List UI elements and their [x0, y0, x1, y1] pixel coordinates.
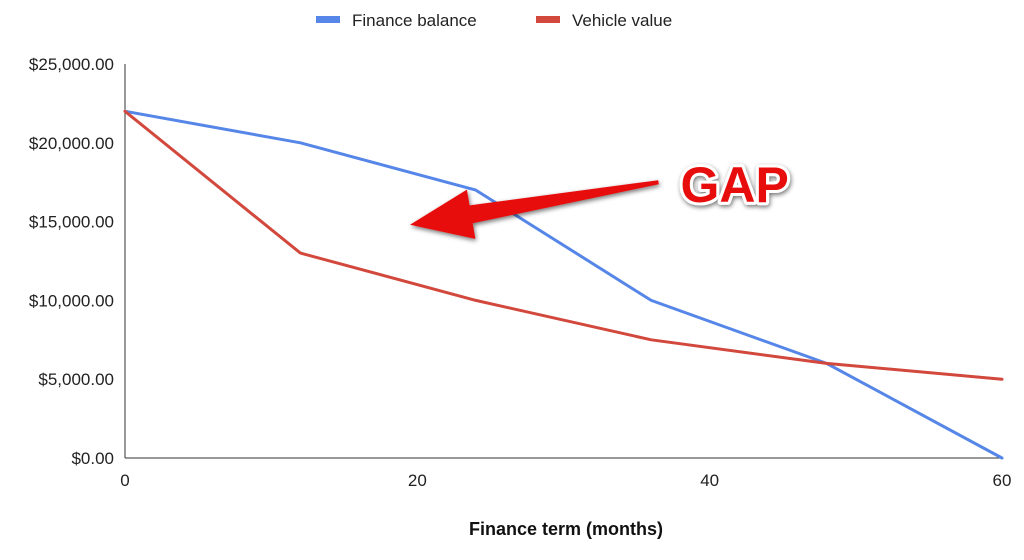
y-tick-label: $25,000.00	[29, 55, 114, 74]
gap-arrow	[410, 180, 659, 239]
x-tick-label: 60	[993, 471, 1012, 490]
legend-swatch-finance-balance	[316, 16, 340, 23]
y-tick-label: $20,000.00	[29, 134, 114, 153]
series-line-vehicle-value	[123, 109, 1004, 381]
legend-swatch-vehicle-value	[536, 16, 560, 23]
y-tick-label: $10,000.00	[29, 291, 114, 310]
y-axis-ticks: $0.00 $5,000.00 $10,000.00 $15,000.00 $20,00…	[29, 55, 114, 468]
x-tick-label: 20	[408, 471, 427, 490]
y-tick-label: $5,000.00	[38, 370, 114, 389]
gap-label: GAP	[681, 157, 789, 213]
series-line-finance-balance	[123, 109, 1004, 460]
x-tick-label: 40	[700, 471, 719, 490]
y-tick-label: $0.00	[71, 449, 114, 468]
y-tick-label: $15,000.00	[29, 213, 114, 232]
x-axis-ticks: 0 20 40 60	[120, 471, 1011, 490]
legend: Finance balance Vehicle value	[316, 11, 672, 30]
gap-annotation: GAP	[410, 154, 792, 239]
series-layer	[123, 109, 1004, 460]
x-tick-label: 0	[120, 471, 129, 490]
x-axis-title: Finance term (months)	[469, 519, 663, 539]
legend-label-vehicle-value: Vehicle value	[572, 11, 672, 30]
legend-label-finance-balance: Finance balance	[352, 11, 477, 30]
